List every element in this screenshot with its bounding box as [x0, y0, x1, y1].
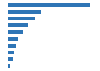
Bar: [8, 30, 23, 34]
Bar: [8, 23, 28, 27]
Bar: [8, 37, 18, 41]
Bar: [8, 64, 10, 68]
Bar: [8, 3, 90, 7]
Bar: [8, 51, 14, 54]
Bar: [8, 44, 16, 48]
Bar: [8, 10, 41, 13]
Bar: [8, 17, 35, 20]
Bar: [8, 58, 13, 61]
